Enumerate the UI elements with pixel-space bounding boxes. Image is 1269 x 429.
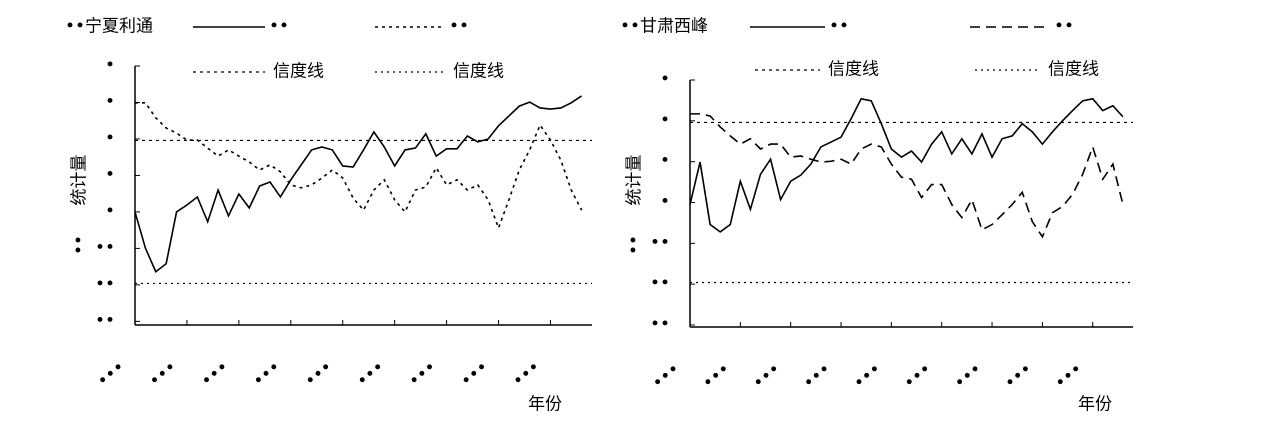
legend-label: ••	[449, 17, 469, 37]
x-tick-label: •••	[850, 359, 886, 394]
x-axis-label: 年份	[1078, 395, 1112, 415]
legend-label: 信度线	[273, 62, 324, 82]
y-tick-label: •	[105, 201, 115, 221]
legend-label: ••	[829, 17, 849, 37]
y-axis-label: 统计量	[70, 155, 90, 206]
y-tick-label: •	[105, 56, 115, 76]
x-tick-label: •••	[457, 357, 493, 392]
x-tick-label: •••	[1001, 359, 1037, 394]
chart-title: ••甘肃西峰	[620, 17, 708, 37]
x-tick-label: •••	[145, 357, 181, 392]
x-tick-label: •••	[799, 359, 835, 394]
y-tick-label: •	[105, 92, 115, 112]
x-tick-label: •••	[353, 357, 389, 392]
y-tick-label: ••	[650, 314, 670, 334]
chart-title: ••宁夏利通	[65, 17, 153, 37]
x-tick-label: •••	[749, 359, 785, 394]
y-axis-label-extra: ••	[625, 235, 645, 255]
legend-label: 信度线	[828, 60, 879, 80]
y-tick-label: ••	[95, 311, 115, 331]
x-tick-label: •••	[301, 357, 337, 392]
x-tick-label: •••	[249, 357, 285, 392]
x-tick-label: •••	[197, 357, 233, 392]
legend-label: ••	[269, 17, 289, 37]
x-tick-label: •••	[900, 359, 936, 394]
x-tick-label: •••	[405, 357, 441, 392]
legend-label: 信度线	[453, 62, 504, 82]
y-tick-label: •	[660, 70, 670, 90]
y-tick-label: •	[105, 165, 115, 185]
legend-label: ••	[1054, 17, 1074, 37]
y-tick-label: •	[660, 110, 670, 130]
y-axis-label: 统计量	[625, 155, 645, 206]
x-tick-label: •••	[699, 359, 735, 394]
x-axis-label: 年份	[528, 395, 562, 415]
series-line	[689, 97, 1124, 233]
y-tick-label: ••	[650, 274, 670, 294]
y-tick-label: ••	[650, 233, 670, 253]
x-tick-label: •••	[93, 357, 129, 392]
x-tick-label: •••	[509, 357, 545, 392]
x-tick-label: •••	[950, 359, 986, 394]
y-tick-label: •	[105, 128, 115, 148]
series-line	[134, 95, 583, 274]
legend-label: 信度线	[1048, 60, 1099, 80]
y-axis-label-extra: ••	[70, 235, 90, 255]
series-line	[135, 102, 583, 231]
y-tick-label: ••	[95, 274, 115, 294]
y-tick-label: •	[660, 192, 670, 212]
y-tick-label: ••	[95, 238, 115, 258]
series-line	[690, 113, 1124, 239]
x-tick-label: •••	[648, 359, 684, 394]
x-tick-label: •••	[1051, 359, 1087, 394]
y-tick-label: •	[660, 151, 670, 171]
